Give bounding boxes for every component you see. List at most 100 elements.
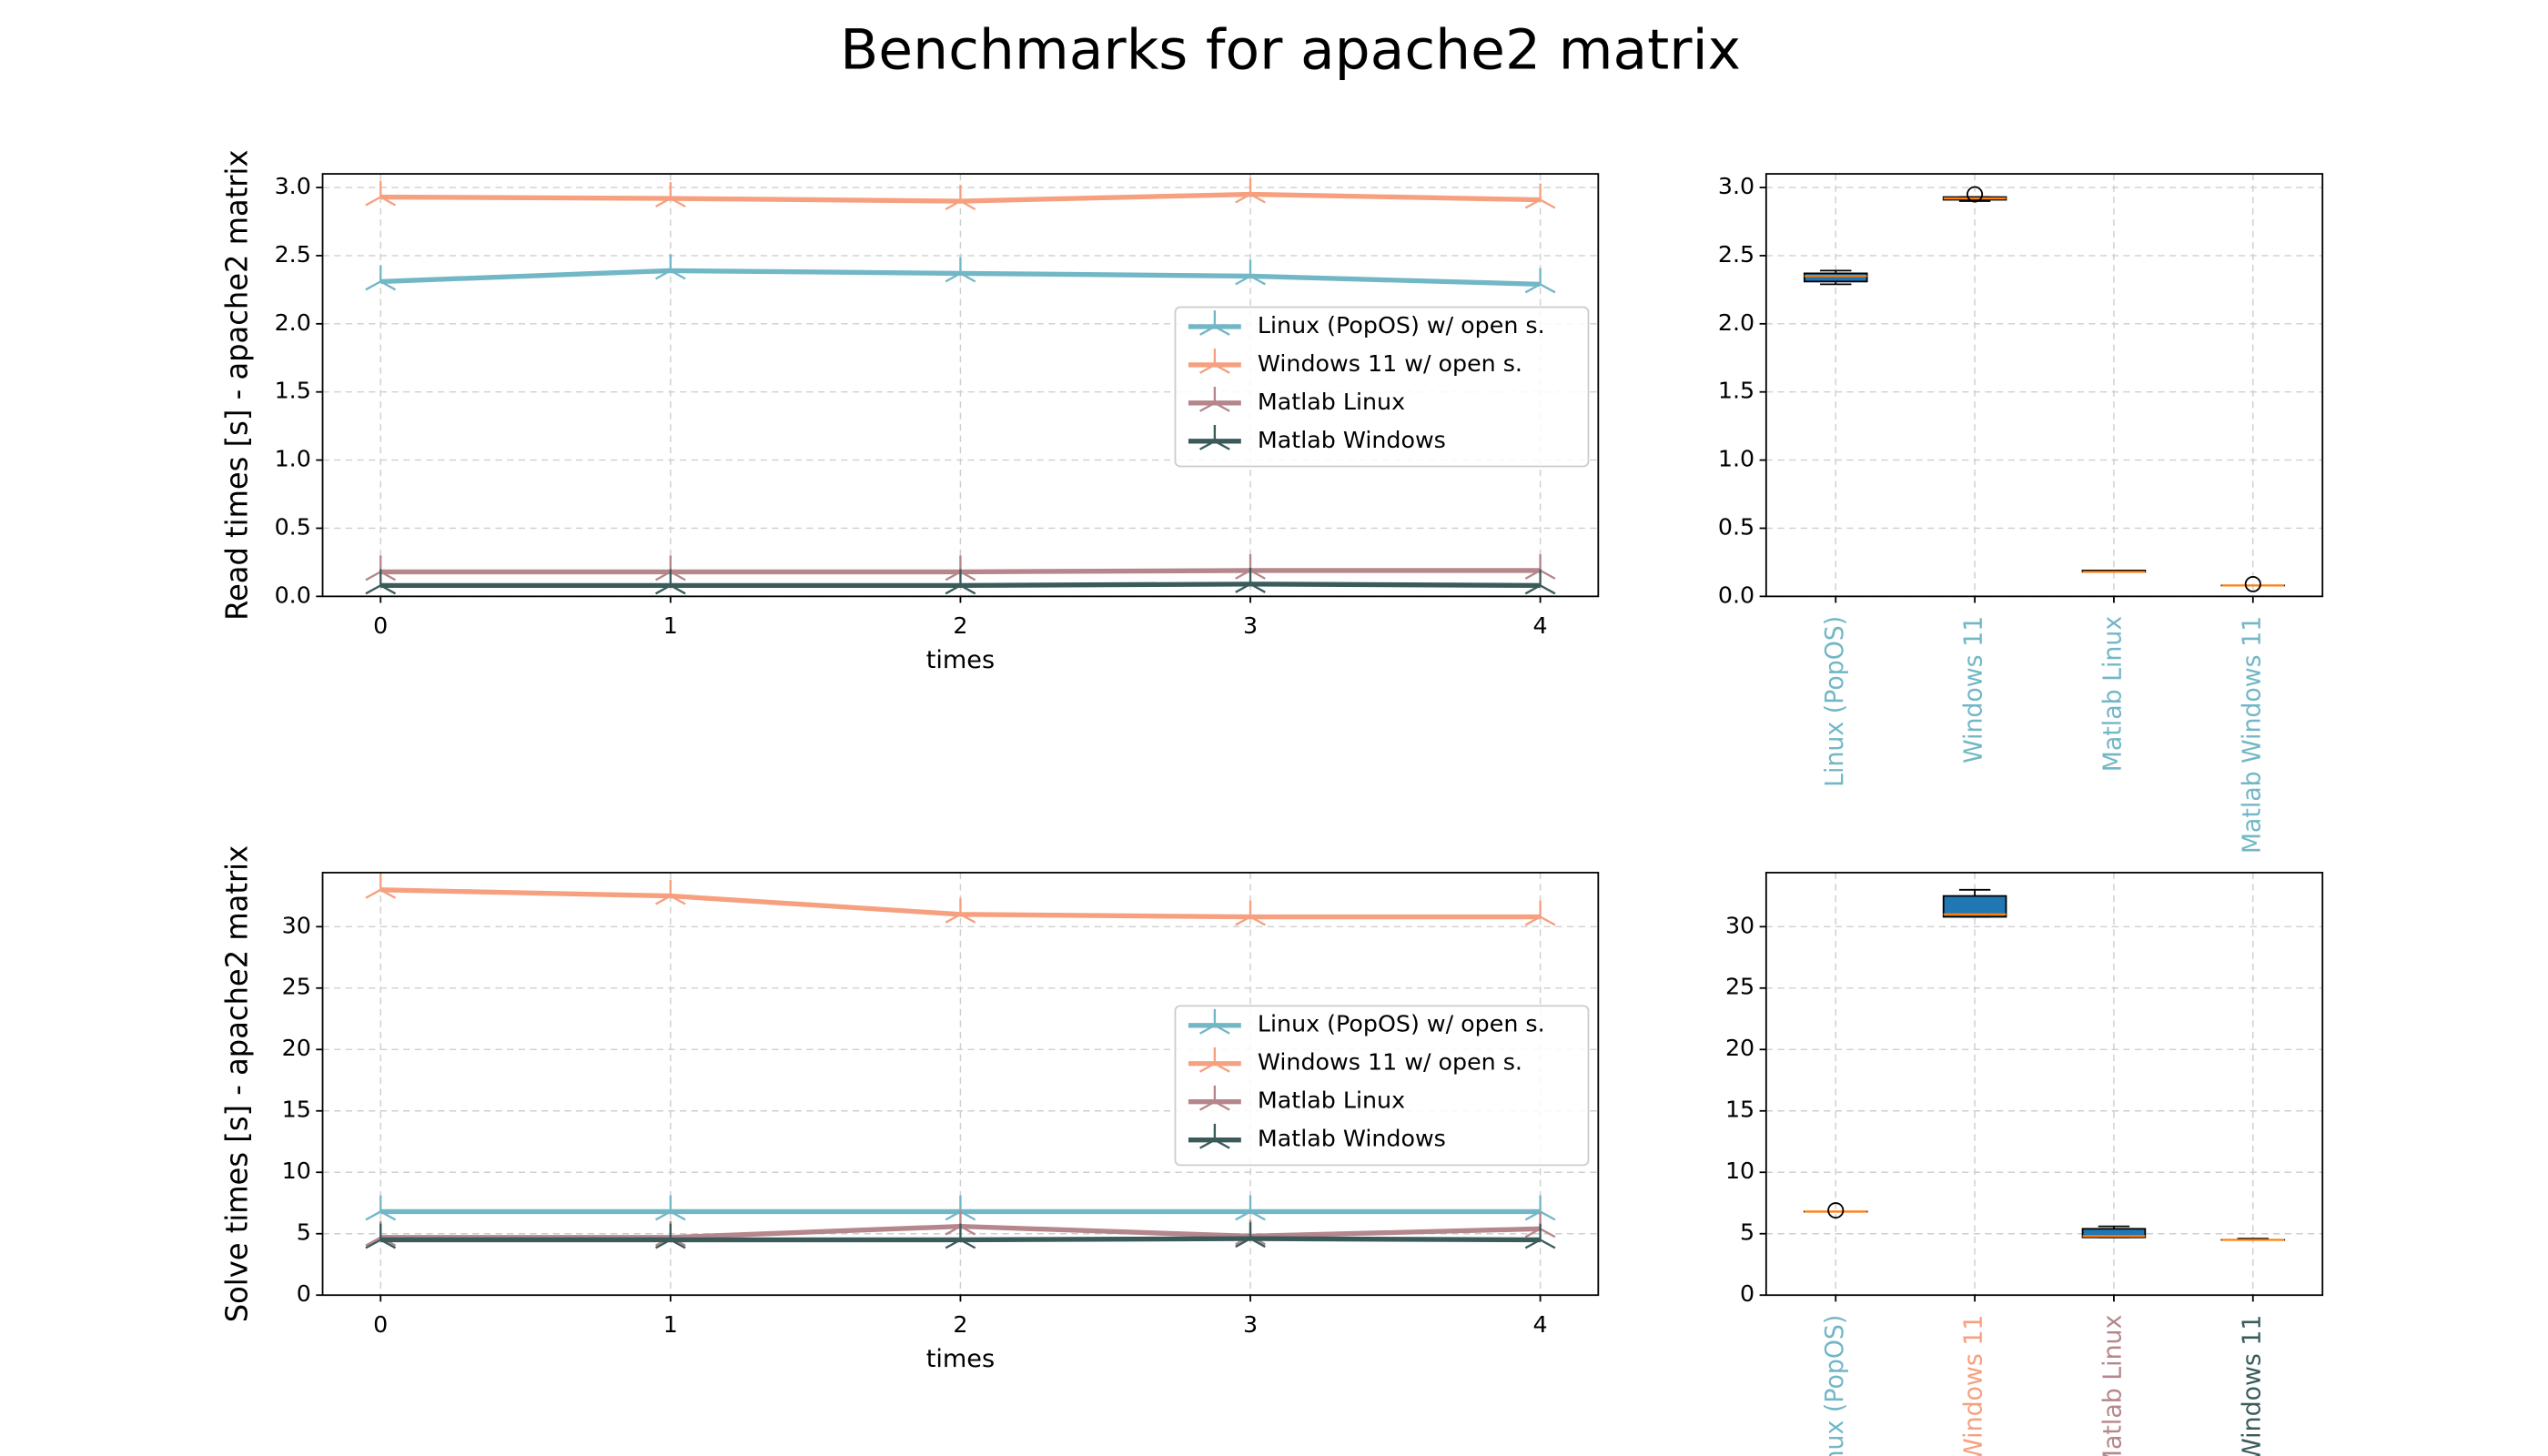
legend-frame: [1174, 306, 1590, 468]
y-tick-label: 0.5: [275, 514, 311, 541]
marker: [1235, 1222, 1266, 1249]
legend-frame: [1174, 1005, 1590, 1167]
marker: [365, 873, 397, 899]
x-tick-label: Linux (PopOS): [1821, 1315, 1849, 1456]
marker: [1524, 569, 1556, 595]
flier: [1827, 1202, 1845, 1219]
plot-frame: [1764, 872, 2324, 1297]
marker: [365, 1195, 397, 1221]
legend-marker: [1199, 1085, 1230, 1111]
x-tick-label: 2: [953, 612, 967, 639]
y-tick-label: 20: [1725, 1035, 1754, 1061]
legend-label: Matlab Linux: [1258, 389, 1405, 415]
y-tick-label: 20: [282, 1035, 311, 1061]
x-tick-label: Matlab Windows 11: [2238, 1315, 2266, 1456]
plot-frame: [321, 173, 1600, 598]
legend-label: Matlab Linux: [1258, 1087, 1405, 1114]
x-tick-label: Matlab Windows 11: [2238, 616, 2266, 854]
y-tick-label: 1.0: [275, 446, 311, 472]
x-tick-label: Windows 11: [1959, 1315, 1987, 1456]
marker: [945, 1223, 976, 1249]
box: [1803, 272, 1868, 283]
marker: [1235, 259, 1266, 286]
marker: [365, 555, 397, 581]
marker: [654, 254, 686, 280]
marker: [654, 879, 686, 905]
marker: [654, 1223, 686, 1249]
y-tick-label: 25: [1725, 974, 1754, 1000]
marker: [1524, 900, 1556, 926]
marker: [945, 569, 976, 595]
y-tick-label: 3.0: [275, 173, 311, 199]
y-tick-label: 0: [1740, 1280, 1754, 1307]
x-tick-label: 0: [373, 612, 388, 639]
figure-title: Benchmarks for apache2 matrix: [840, 18, 1741, 83]
legend-marker: [1199, 1123, 1230, 1149]
x-tick-label: 3: [1243, 612, 1258, 639]
y-tick-label: 10: [282, 1158, 311, 1184]
y-tick-label: 10: [1725, 1158, 1754, 1184]
marker: [1524, 1195, 1556, 1221]
y-tick-label: 25: [282, 974, 311, 1000]
legend-label: Windows 11 w/ open s.: [1258, 350, 1522, 377]
marker: [945, 555, 976, 581]
legend-marker: [1199, 1046, 1230, 1073]
legend-label: Windows 11 w/ open s.: [1258, 1049, 1522, 1076]
legend-label: Matlab Windows: [1258, 427, 1446, 453]
marker: [1524, 554, 1556, 580]
x-tick-label: Linux (PopOS): [1821, 616, 1849, 787]
y-tick-label: 15: [282, 1097, 311, 1123]
marker: [945, 185, 976, 210]
x-tick-label: Windows 11: [1959, 616, 1987, 763]
marker: [1524, 1223, 1556, 1249]
y-tick-label: 5: [1740, 1219, 1754, 1246]
x-tick-label: Matlab Linux: [2098, 616, 2127, 772]
legend-marker: [1199, 1008, 1230, 1035]
marker: [1235, 554, 1266, 580]
marker: [365, 569, 397, 595]
marker: [945, 257, 976, 283]
marker: [365, 180, 397, 207]
x-tick-label: 4: [1533, 612, 1548, 639]
box: [1942, 895, 2007, 918]
marker: [654, 569, 686, 595]
legend-marker: [1199, 349, 1230, 374]
flier: [2244, 575, 2261, 592]
y-tick-label: 1.0: [1718, 446, 1754, 472]
x-tick-label: 4: [1533, 1311, 1548, 1338]
y-tick-label: 0.0: [1718, 581, 1754, 608]
legend: Linux (PopOS) w/ open s. Windows 11 w/ op…: [1174, 1005, 1590, 1167]
y-tick-label: 2.5: [1718, 241, 1754, 268]
legend-label: Matlab Windows: [1258, 1126, 1446, 1152]
marker: [654, 182, 686, 207]
plot-frame: [1764, 173, 2324, 598]
marker: [1524, 268, 1556, 294]
marker: [654, 555, 686, 581]
flier: [1967, 186, 1984, 203]
marker: [1235, 568, 1266, 593]
y-tick-label: 0: [297, 1280, 311, 1307]
marker: [365, 1223, 397, 1249]
marker: [654, 1195, 686, 1221]
legend: Linux (PopOS) w/ open s. Windows 11 w/ op…: [1174, 306, 1590, 468]
y-tick-label: 2.0: [275, 309, 311, 336]
marker: [365, 265, 397, 291]
y-tick-label: 0.0: [275, 581, 311, 608]
x-tick-label: 2: [953, 1311, 967, 1338]
marker: [945, 1195, 976, 1221]
x-axis-label: times: [926, 646, 995, 674]
y-axis-label: Read times [s] - apache2 matrix: [219, 150, 254, 621]
x-tick-label: 3: [1243, 1311, 1258, 1338]
marker: [1235, 900, 1266, 926]
legend-marker: [1199, 387, 1230, 412]
x-tick-label: 0: [373, 1311, 388, 1338]
x-tick-label: Matlab Linux: [2098, 1315, 2127, 1456]
x-axis-label: times: [926, 1345, 995, 1373]
y-tick-label: 15: [1725, 1097, 1754, 1123]
plot-frame: [321, 872, 1600, 1297]
marker: [1524, 183, 1556, 209]
legend-marker: [1199, 424, 1230, 450]
y-tick-label: 1.5: [275, 378, 311, 404]
